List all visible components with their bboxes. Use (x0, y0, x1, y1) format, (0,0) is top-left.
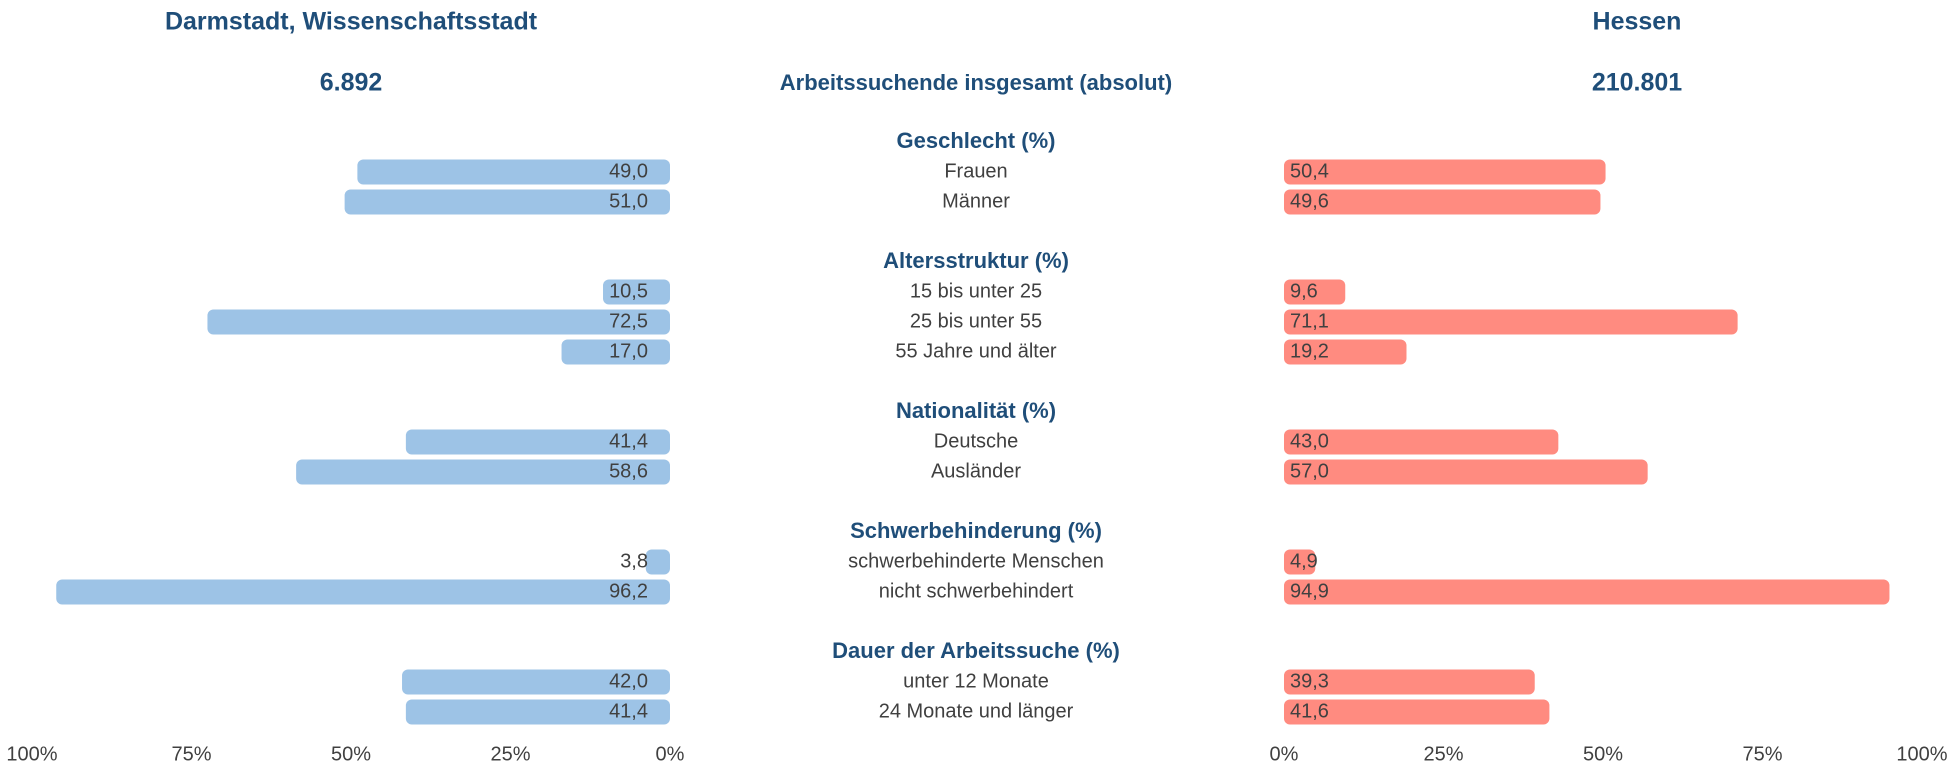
category-label: 25 bis unter 55 (910, 310, 1042, 332)
category-label: 55 Jahre und älter (895, 340, 1057, 362)
bar (1284, 279, 1346, 305)
value-label: 19,2 (1290, 340, 1329, 362)
total-label: Arbeitssuchende insgesamt (absolut) (780, 70, 1172, 95)
value-label: 49,6 (1290, 190, 1329, 212)
group-title: Schwerbehinderung (%) (850, 518, 1102, 543)
x-tick-label: 25% (490, 743, 530, 765)
value-label: 17,0 (609, 340, 648, 362)
bar (1284, 189, 1601, 215)
bar (344, 189, 670, 215)
left-title: Darmstadt, Wissenschaftsstadt (165, 8, 538, 36)
bar (56, 579, 670, 605)
bar (405, 699, 670, 725)
x-tick-label: 0% (1270, 743, 1299, 765)
category-label: 24 Monate und länger (879, 700, 1074, 722)
bar (1284, 579, 1890, 605)
bar (1284, 669, 1535, 695)
bar (1284, 309, 1738, 335)
category-label: unter 12 Monate (903, 670, 1049, 692)
left-total: 6.892 (320, 69, 383, 97)
value-label: 4,9 (1290, 550, 1318, 572)
bar (1284, 429, 1559, 455)
value-label: 72,5 (609, 310, 648, 332)
value-label: 94,9 (1290, 580, 1329, 602)
bar (1284, 339, 1407, 365)
group-title: Nationalität (%) (896, 398, 1056, 423)
x-tick-label: 50% (331, 743, 371, 765)
bar (296, 459, 670, 485)
x-tick-label: 0% (656, 743, 685, 765)
x-tick-label: 75% (171, 743, 211, 765)
bar (1284, 699, 1550, 725)
bar (402, 669, 670, 695)
category-label: Ausländer (931, 460, 1021, 482)
bar (405, 429, 670, 455)
x-tick-label: 50% (1583, 743, 1623, 765)
group-title: Altersstruktur (%) (883, 248, 1069, 273)
bar (207, 309, 670, 335)
bar (1284, 459, 1648, 485)
category-label: Frauen (944, 160, 1007, 182)
group-title: Dauer der Arbeitssuche (%) (832, 638, 1120, 663)
bar (1284, 159, 1606, 185)
group-title: Geschlecht (%) (897, 128, 1056, 153)
category-label: Deutsche (934, 430, 1019, 452)
value-label: 10,5 (609, 280, 648, 302)
value-label: 96,2 (609, 580, 648, 602)
value-label: 9,6 (1290, 280, 1318, 302)
value-label: 51,0 (609, 190, 648, 212)
bar (1284, 549, 1316, 575)
value-label: 42,0 (609, 670, 648, 692)
x-tick-label: 25% (1423, 743, 1463, 765)
x-tick-label: 75% (1742, 743, 1782, 765)
bar (357, 159, 670, 185)
value-label: 57,0 (1290, 460, 1329, 482)
category-label: 15 bis unter 25 (910, 280, 1042, 302)
value-label: 41,4 (609, 700, 648, 722)
right-title: Hessen (1593, 8, 1682, 36)
value-label: 3,8 (620, 550, 648, 572)
x-tick-label: 100% (6, 743, 57, 765)
value-label: 71,1 (1290, 310, 1329, 332)
value-label: 39,3 (1290, 670, 1329, 692)
value-label: 43,0 (1290, 430, 1329, 452)
category-label: nicht schwerbehindert (879, 580, 1074, 602)
value-label: 50,4 (1290, 160, 1329, 182)
value-label: 41,6 (1290, 700, 1329, 722)
bar (561, 339, 670, 365)
value-label: 41,4 (609, 430, 648, 452)
value-label: 58,6 (609, 460, 648, 482)
x-tick-label: 100% (1896, 743, 1947, 765)
right-total: 210.801 (1592, 69, 1682, 97)
value-label: 49,0 (609, 160, 648, 182)
bar (603, 279, 670, 305)
category-label: schwerbehinderte Menschen (848, 550, 1104, 572)
category-label: Männer (942, 190, 1010, 212)
bar (645, 549, 670, 575)
